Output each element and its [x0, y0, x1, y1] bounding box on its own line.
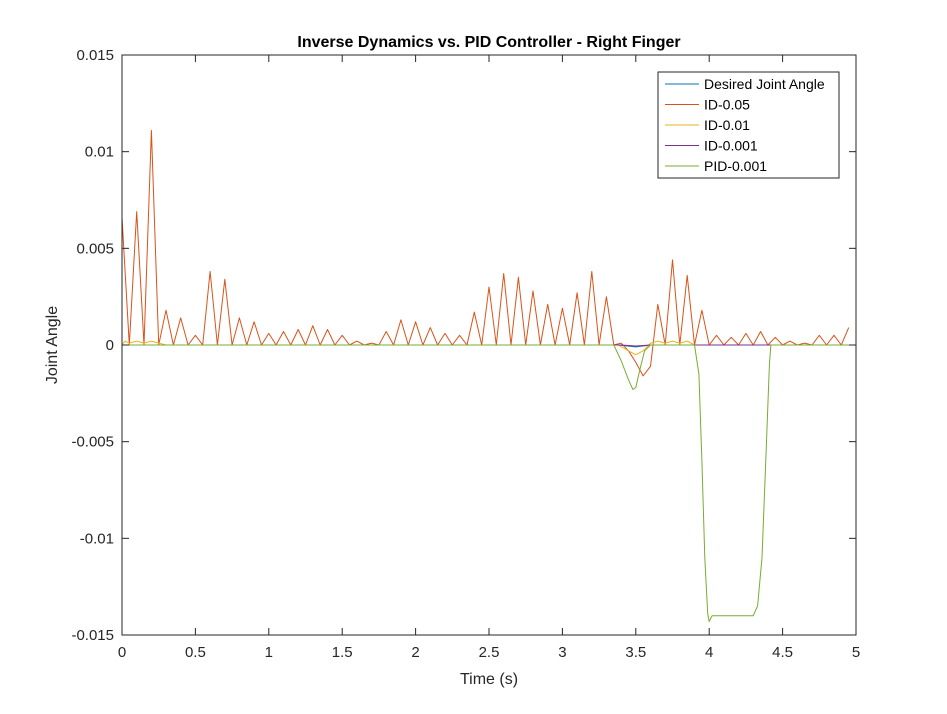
y-axis-label: Joint Angle: [44, 306, 61, 384]
legend-label-2: ID-0.01: [704, 117, 750, 133]
x-tick-label: 1: [265, 644, 273, 661]
y-tick-label: 0.01: [85, 144, 114, 161]
x-tick-label: 0: [118, 644, 126, 661]
y-tick-label: -0.005: [71, 434, 114, 451]
y-tick-label: 0.005: [76, 240, 114, 257]
y-tick-label: 0: [106, 337, 114, 354]
series-line-4: [122, 344, 856, 622]
x-axis-label: Time (s): [460, 671, 518, 688]
series-line-1: [121, 129, 850, 377]
series-layer: [121, 129, 856, 622]
legend-label-0: Desired Joint Angle: [704, 76, 825, 92]
legend-label-1: ID-0.05: [704, 97, 750, 113]
legend: Desired Joint Angle ID-0.05 ID-0.01 ID-0.00…: [657, 71, 840, 179]
x-tick-label: 3: [558, 644, 566, 661]
x-tick-label: 4.5: [772, 644, 793, 661]
x-tick-label: 3.5: [625, 644, 646, 661]
legend-items: Desired Joint Angle ID-0.05 ID-0.01 ID-0.00…: [665, 76, 825, 174]
x-tick-label: 5: [852, 644, 860, 661]
chart-title: Inverse Dynamics vs. PID Controller - Ri…: [297, 34, 680, 51]
series-line-2: [121, 340, 856, 356]
x-tick-label: 4: [705, 644, 713, 661]
x-tick-label: 2: [411, 644, 419, 661]
legend-label-3: ID-0.001: [704, 138, 758, 154]
x-tick-label: 1.5: [332, 644, 353, 661]
legend-label-4: PID-0.001: [704, 158, 767, 174]
ticks-layer: 0 0.5 1 1.5 2 2.5 3 3.5 4 4.5 50.0150.010.0050-0.0…: [71, 47, 860, 661]
y-tick-label: -0.015: [71, 627, 114, 644]
y-tick-label: -0.01: [80, 530, 114, 547]
y-tick-label: 0.015: [76, 47, 114, 64]
x-tick-label: 0.5: [185, 644, 206, 661]
x-tick-label: 2.5: [479, 644, 500, 661]
